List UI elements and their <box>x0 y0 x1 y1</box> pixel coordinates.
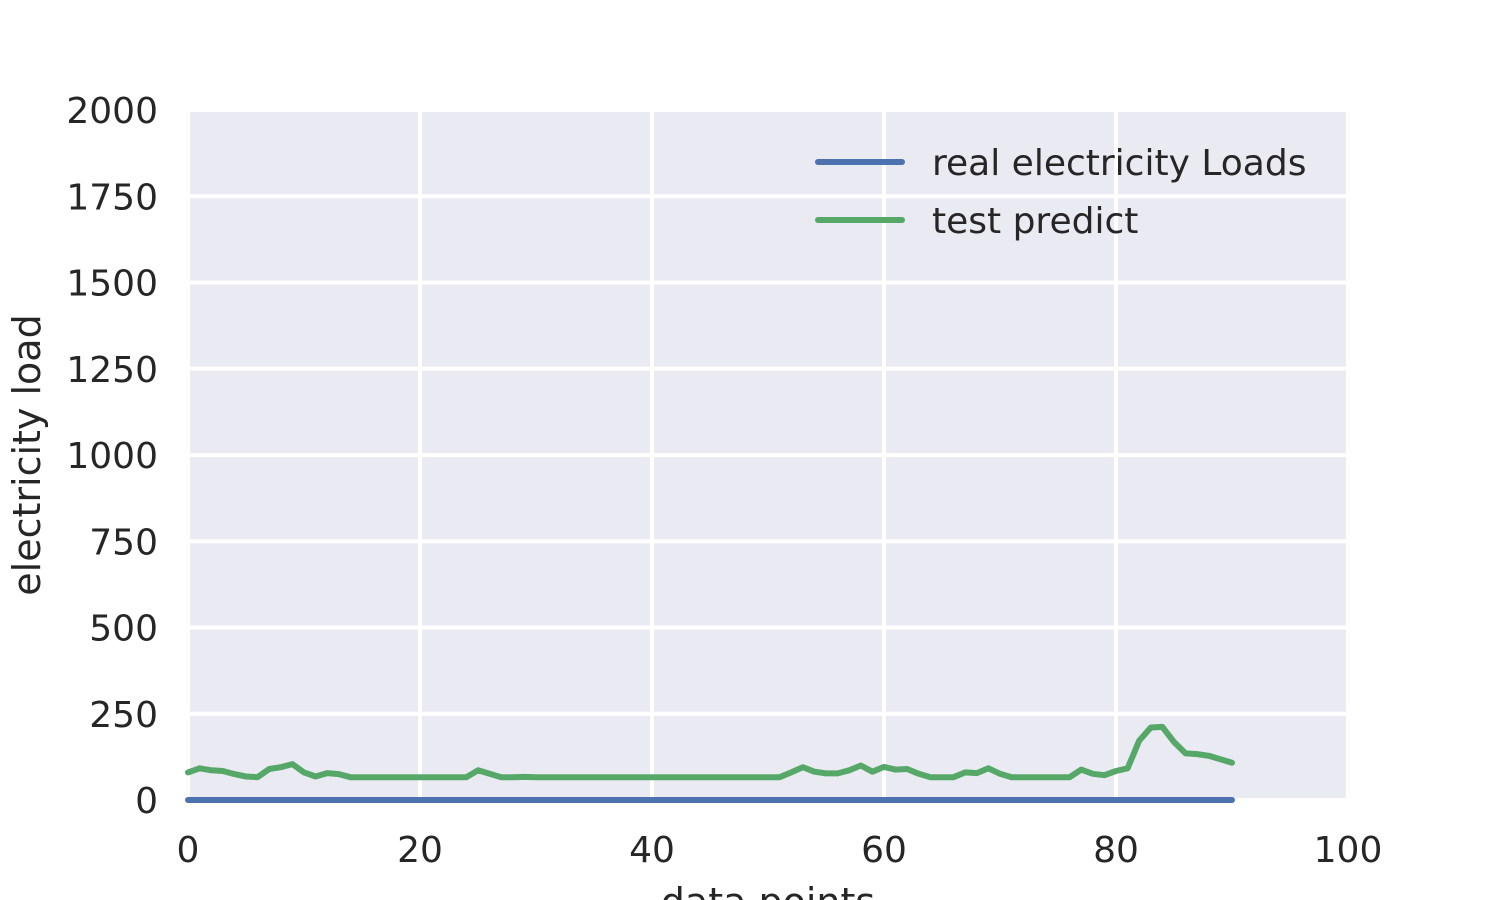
series-line-test-predict <box>185 723 1235 781</box>
x-tick-label: 0 <box>177 830 200 871</box>
y-tick-label: 1000 <box>66 436 158 477</box>
x-tick-label: 40 <box>629 830 675 871</box>
x-axis-ticks: 0 20 40 60 80 100 <box>177 830 1383 871</box>
y-tick-label: 750 <box>89 522 158 563</box>
y-tick-label: 1250 <box>66 350 158 391</box>
x-axis-label: data points <box>661 880 875 900</box>
x-tick-label: 100 <box>1314 830 1383 871</box>
legend-label: test predict <box>932 201 1138 242</box>
y-tick-label: 0 <box>135 781 158 822</box>
y-tick-label: 1500 <box>66 264 158 305</box>
y-tick-label: 2000 <box>66 91 158 132</box>
grid-lines <box>186 108 1350 802</box>
y-axis-label: electricity load <box>5 314 49 595</box>
legend: real electricity Loads test predict <box>815 143 1306 242</box>
y-axis-ticks: 0 250 500 750 1000 1250 1500 1750 2000 <box>66 91 158 822</box>
legend-label: real electricity Loads <box>932 143 1306 184</box>
x-tick-label: 20 <box>397 830 443 871</box>
x-tick-label: 60 <box>861 830 907 871</box>
x-tick-label: 80 <box>1093 830 1139 871</box>
y-tick-label: 500 <box>89 609 158 650</box>
series-layer <box>185 723 1235 803</box>
y-tick-label: 250 <box>89 695 158 736</box>
y-tick-label: 1750 <box>66 177 158 218</box>
